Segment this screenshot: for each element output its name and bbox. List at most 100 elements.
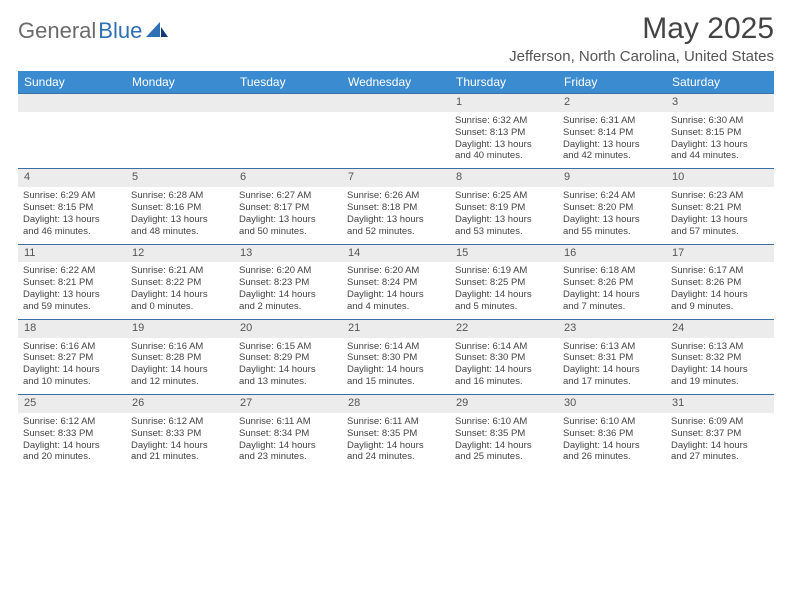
- day-number-cell: 20: [234, 319, 342, 337]
- day-set: Sunset: 8:14 PM: [563, 127, 661, 139]
- day-day1: Daylight: 14 hours: [23, 440, 121, 452]
- day-day2: and 40 minutes.: [455, 150, 553, 162]
- day-set: Sunset: 8:26 PM: [671, 277, 769, 289]
- location: Jefferson, North Carolina, United States: [509, 48, 774, 65]
- day-number-cell: 11: [18, 244, 126, 262]
- day-number-cell: 13: [234, 244, 342, 262]
- day-set: Sunset: 8:33 PM: [131, 428, 229, 440]
- day-set: Sunset: 8:29 PM: [239, 352, 337, 364]
- day-set: Sunset: 8:28 PM: [131, 352, 229, 364]
- day-rise: Sunrise: 6:29 AM: [23, 190, 121, 202]
- day-day2: and 12 minutes.: [131, 376, 229, 388]
- day-day2: and 50 minutes.: [239, 226, 337, 238]
- day-set: Sunset: 8:31 PM: [563, 352, 661, 364]
- day-set: Sunset: 8:15 PM: [23, 202, 121, 214]
- day-day2: and 42 minutes.: [563, 150, 661, 162]
- weekday-header: Thursday: [450, 71, 558, 94]
- day-number-cell: 12: [126, 244, 234, 262]
- day-detail-cell: Sunrise: 6:16 AMSunset: 8:27 PMDaylight:…: [18, 338, 126, 395]
- day-rise: Sunrise: 6:32 AM: [455, 115, 553, 127]
- day-rise: Sunrise: 6:22 AM: [23, 265, 121, 277]
- day-number-cell: 22: [450, 319, 558, 337]
- day-number-cell: [342, 94, 450, 112]
- day-detail-cell: Sunrise: 6:23 AMSunset: 8:21 PMDaylight:…: [666, 187, 774, 244]
- day-number-cell: 9: [558, 169, 666, 187]
- header: GeneralBlue May 2025 Jefferson, North Ca…: [18, 12, 774, 65]
- day-day1: Daylight: 13 hours: [671, 139, 769, 151]
- day-day2: and 16 minutes.: [455, 376, 553, 388]
- day-rise: Sunrise: 6:13 AM: [671, 341, 769, 353]
- day-day2: and 52 minutes.: [347, 226, 445, 238]
- day-number-cell: 4: [18, 169, 126, 187]
- weekday-header: Sunday: [18, 71, 126, 94]
- day-rise: Sunrise: 6:25 AM: [455, 190, 553, 202]
- day-detail-cell: Sunrise: 6:20 AMSunset: 8:23 PMDaylight:…: [234, 262, 342, 319]
- day-detail-cell: Sunrise: 6:31 AMSunset: 8:14 PMDaylight:…: [558, 112, 666, 169]
- day-rise: Sunrise: 6:12 AM: [23, 416, 121, 428]
- day-number-cell: 19: [126, 319, 234, 337]
- day-number-cell: 15: [450, 244, 558, 262]
- day-day1: Daylight: 14 hours: [131, 440, 229, 452]
- day-rise: Sunrise: 6:11 AM: [347, 416, 445, 428]
- day-set: Sunset: 8:16 PM: [131, 202, 229, 214]
- day-detail-cell: Sunrise: 6:28 AMSunset: 8:16 PMDaylight:…: [126, 187, 234, 244]
- day-detail-cell: Sunrise: 6:25 AMSunset: 8:19 PMDaylight:…: [450, 187, 558, 244]
- day-set: Sunset: 8:17 PM: [239, 202, 337, 214]
- day-detail-cell: Sunrise: 6:15 AMSunset: 8:29 PMDaylight:…: [234, 338, 342, 395]
- day-day2: and 44 minutes.: [671, 150, 769, 162]
- day-rise: Sunrise: 6:16 AM: [23, 341, 121, 353]
- day-day1: Daylight: 14 hours: [455, 364, 553, 376]
- day-rise: Sunrise: 6:28 AM: [131, 190, 229, 202]
- day-detail-cell: Sunrise: 6:21 AMSunset: 8:22 PMDaylight:…: [126, 262, 234, 319]
- day-day2: and 21 minutes.: [131, 451, 229, 463]
- day-day2: and 55 minutes.: [563, 226, 661, 238]
- day-rise: Sunrise: 6:31 AM: [563, 115, 661, 127]
- calendar-table: Sunday Monday Tuesday Wednesday Thursday…: [18, 71, 774, 469]
- day-day1: Daylight: 13 hours: [23, 214, 121, 226]
- day-number-cell: 21: [342, 319, 450, 337]
- day-detail-cell: Sunrise: 6:18 AMSunset: 8:26 PMDaylight:…: [558, 262, 666, 319]
- day-set: Sunset: 8:22 PM: [131, 277, 229, 289]
- day-set: Sunset: 8:30 PM: [347, 352, 445, 364]
- day-detail-cell: Sunrise: 6:32 AMSunset: 8:13 PMDaylight:…: [450, 112, 558, 169]
- day-number-cell: 30: [558, 395, 666, 413]
- calendar-page: GeneralBlue May 2025 Jefferson, North Ca…: [0, 0, 792, 612]
- day-detail-cell: Sunrise: 6:29 AMSunset: 8:15 PMDaylight:…: [18, 187, 126, 244]
- day-day2: and 57 minutes.: [671, 226, 769, 238]
- day-day2: and 24 minutes.: [347, 451, 445, 463]
- day-detail-cell: Sunrise: 6:11 AMSunset: 8:34 PMDaylight:…: [234, 413, 342, 470]
- logo: GeneralBlue: [18, 12, 168, 44]
- day-set: Sunset: 8:15 PM: [671, 127, 769, 139]
- day-detail-row: Sunrise: 6:16 AMSunset: 8:27 PMDaylight:…: [18, 338, 774, 395]
- weekday-header: Monday: [126, 71, 234, 94]
- day-number-cell: 18: [18, 319, 126, 337]
- day-set: Sunset: 8:24 PM: [347, 277, 445, 289]
- day-rise: Sunrise: 6:20 AM: [347, 265, 445, 277]
- day-day2: and 19 minutes.: [671, 376, 769, 388]
- day-day2: and 59 minutes.: [23, 301, 121, 313]
- day-day2: and 5 minutes.: [455, 301, 553, 313]
- day-number-cell: 23: [558, 319, 666, 337]
- day-detail-cell: Sunrise: 6:17 AMSunset: 8:26 PMDaylight:…: [666, 262, 774, 319]
- day-set: Sunset: 8:35 PM: [347, 428, 445, 440]
- day-set: Sunset: 8:25 PM: [455, 277, 553, 289]
- day-day2: and 10 minutes.: [23, 376, 121, 388]
- day-rise: Sunrise: 6:14 AM: [455, 341, 553, 353]
- month-title: May 2025: [509, 12, 774, 46]
- day-day1: Daylight: 14 hours: [131, 364, 229, 376]
- day-detail-cell: Sunrise: 6:30 AMSunset: 8:15 PMDaylight:…: [666, 112, 774, 169]
- day-number-cell: 31: [666, 395, 774, 413]
- day-day1: Daylight: 13 hours: [131, 214, 229, 226]
- day-detail-cell: Sunrise: 6:14 AMSunset: 8:30 PMDaylight:…: [450, 338, 558, 395]
- day-day1: Daylight: 14 hours: [239, 440, 337, 452]
- day-detail-row: Sunrise: 6:22 AMSunset: 8:21 PMDaylight:…: [18, 262, 774, 319]
- day-number-cell: 5: [126, 169, 234, 187]
- day-set: Sunset: 8:37 PM: [671, 428, 769, 440]
- day-number-row: 18192021222324: [18, 319, 774, 337]
- day-day2: and 25 minutes.: [455, 451, 553, 463]
- day-number-cell: 6: [234, 169, 342, 187]
- weekday-header: Friday: [558, 71, 666, 94]
- day-set: Sunset: 8:18 PM: [347, 202, 445, 214]
- day-day2: and 26 minutes.: [563, 451, 661, 463]
- day-detail-cell: Sunrise: 6:12 AMSunset: 8:33 PMDaylight:…: [18, 413, 126, 470]
